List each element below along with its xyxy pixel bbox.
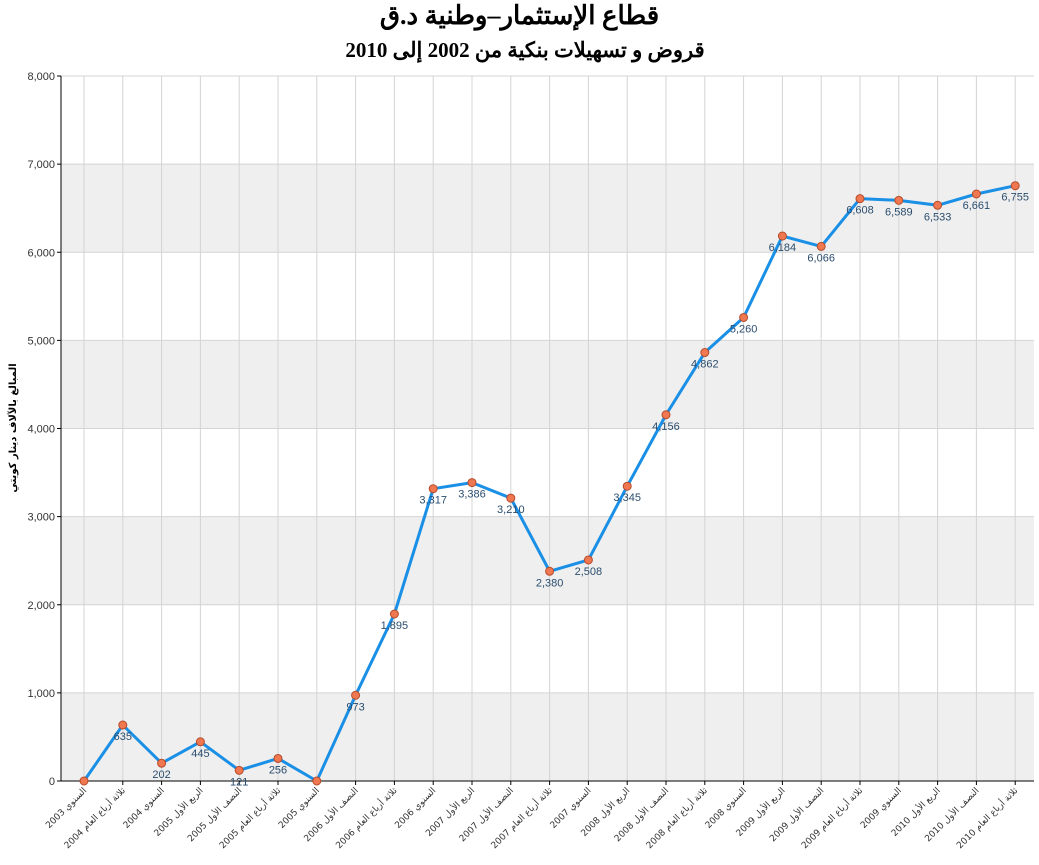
data-label: 3,317	[419, 495, 447, 507]
data-label: 6,608	[846, 205, 874, 217]
data-label: 2,380	[536, 577, 564, 589]
data-label: 6,661	[963, 200, 991, 212]
data-point	[273, 753, 283, 763]
data-point	[118, 720, 128, 730]
x-tick-label: ثلاثة أرباع العام 2010	[954, 784, 1021, 851]
plot-band	[61, 516, 1034, 605]
y-tick-label: 0	[49, 776, 55, 788]
data-point	[234, 765, 244, 775]
axes	[57, 75, 1034, 785]
data-label: 5,260	[730, 323, 758, 335]
data-label: 6,755	[1001, 192, 1029, 204]
x-tick-label: ثلاثة أرباع العام 2006	[333, 784, 400, 851]
data-label: 6,184	[769, 242, 797, 254]
y-tick-labels: 0 1,000 2,000 3,000 4,000 5,000 6,000 7,000 8,00…	[27, 71, 55, 788]
chart-subtitle: قروض و تسهيلات بنكية من 2002 إلى 2010	[345, 38, 705, 62]
data-point	[700, 348, 710, 358]
data-point	[545, 566, 555, 576]
x-tick-label: ثلاثة أرباع العام 2008	[643, 784, 710, 851]
data-label: 3,345	[613, 492, 641, 504]
data-label: 4,156	[652, 421, 680, 433]
data-point	[467, 478, 477, 488]
chart-title: قطاع الإستثمار–وطنية د.ق	[379, 1, 660, 30]
data-point	[1010, 181, 1020, 191]
data-point	[351, 690, 361, 700]
data-point	[312, 776, 322, 786]
data-point	[739, 312, 749, 322]
data-label: 202	[152, 769, 170, 781]
data-point	[428, 484, 438, 494]
data-point	[816, 241, 826, 251]
data-label: 256	[269, 764, 287, 776]
x-tick-label: ثلاثة أرباع العام 2009	[799, 784, 866, 851]
data-label: 4,862	[691, 359, 719, 371]
y-axis-label: المبالغ بالآلاف دينار كويتي	[7, 363, 19, 492]
y-tick-label: 3,000	[27, 512, 55, 524]
y-tick-label: 2,000	[27, 600, 55, 612]
data-point	[894, 195, 904, 205]
data-label: 635	[114, 731, 132, 743]
y-tick-label: 7,000	[27, 159, 55, 171]
y-tick-label: 5,000	[27, 335, 55, 347]
data-point	[506, 493, 516, 503]
data-label: 3,386	[458, 489, 486, 501]
data-point	[971, 189, 981, 199]
plot-band	[61, 692, 1034, 781]
x-tick-label: ثلاثة أرباع العام 2007	[488, 784, 555, 851]
data-label: 1,895	[381, 620, 409, 632]
data-point	[195, 737, 205, 747]
data-point	[855, 194, 865, 204]
data-label: 6,066	[807, 252, 835, 264]
y-tick-label: 6,000	[27, 247, 55, 259]
x-tick-label: ثلاثة أرباع العام 2005	[217, 784, 284, 851]
x-tick-label: ثلاثة أرباع العام 2004	[61, 784, 128, 851]
plot-band	[61, 340, 1034, 429]
data-point	[661, 410, 671, 420]
data-point	[777, 231, 787, 241]
plot-band	[61, 164, 1034, 253]
data-label: 2,508	[575, 566, 603, 578]
data-labels: 635 202 445 121 256 973 1,895 3,317 3,386 3,210 2,…	[114, 192, 1029, 789]
data-point	[389, 609, 399, 619]
y-tick-label: 8,000	[27, 71, 55, 83]
data-point	[933, 200, 943, 210]
data-label: 121	[230, 776, 248, 788]
y-tick-label: 1,000	[27, 688, 55, 700]
data-point	[79, 776, 89, 786]
data-label: 445	[191, 748, 209, 760]
data-label: 6,589	[885, 206, 913, 218]
data-markers	[79, 181, 1020, 786]
data-label: 6,533	[924, 211, 952, 223]
grid-lines	[61, 75, 1034, 782]
data-label: 973	[346, 701, 364, 713]
plot-bands	[61, 164, 1034, 781]
data-point	[622, 481, 632, 491]
y-tick-label: 4,000	[27, 424, 55, 436]
data-point	[583, 555, 593, 565]
data-label: 3,210	[497, 504, 525, 516]
data-point	[157, 758, 167, 768]
